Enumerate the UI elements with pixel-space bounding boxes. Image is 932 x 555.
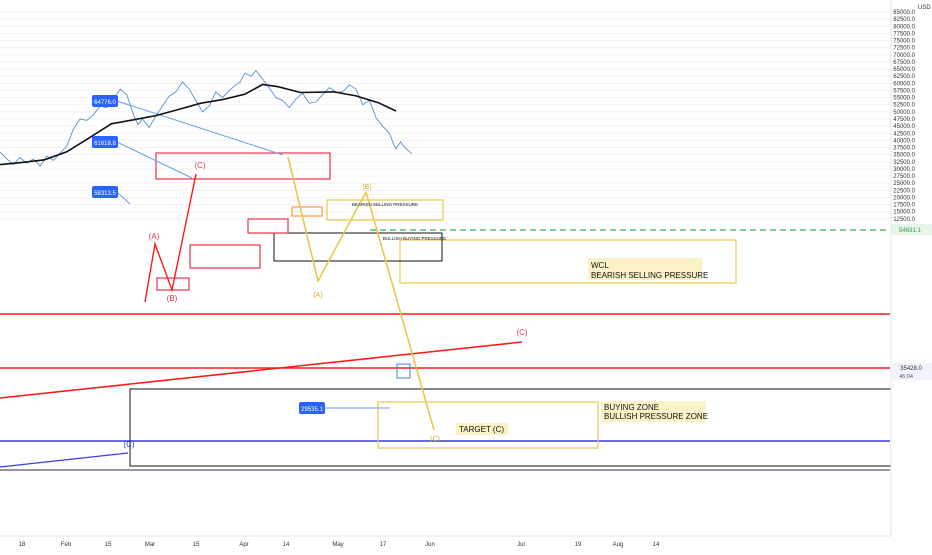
wave-label-c-blue: (C): [123, 440, 134, 449]
wave-label-c-red-top: (C): [194, 161, 205, 170]
price-label-29535: 29535.1: [301, 407, 323, 413]
x-tick-label: 15: [193, 542, 200, 548]
target-label: TARGET (C): [459, 425, 504, 434]
y-axis-unit: USD: [918, 5, 931, 11]
y-tick-label: 32500.0: [893, 160, 915, 166]
current-price-badge: 35428.0: [900, 366, 922, 372]
wave-label-b-red: (B): [167, 294, 178, 303]
y-tick-label: 40000.0: [893, 138, 915, 144]
y-tick-label: 20000.0: [893, 195, 915, 201]
y-tick-label: 60000.0: [893, 81, 915, 87]
y-tick-label: 37500.0: [893, 146, 915, 152]
bearish-small-label: BEARISH SELLING PRESSURE: [352, 202, 418, 207]
x-tick-label: Apr: [239, 542, 248, 548]
y-tick-label: 70000.0: [893, 53, 915, 59]
y-tick-label: 77500.0: [893, 31, 915, 37]
bullish-small-label: BULLISH BUYING PRESSURE: [383, 236, 446, 241]
y-tick-label: 15000.0: [893, 210, 915, 216]
wave-label-c-red-right: (C): [516, 328, 527, 337]
x-tick-label: Jun: [425, 542, 435, 548]
y-tick-label: 82500.0: [893, 17, 915, 23]
x-tick-label: 15: [105, 542, 112, 548]
wave-label-a-yellow: (A): [313, 292, 322, 299]
wave-label-a-red: (A): [149, 232, 160, 241]
y-tick-label: 55000.0: [893, 96, 915, 102]
price-label-61618: 61618.8: [94, 141, 116, 147]
y-tick-label: 42500.0: [893, 131, 915, 137]
y-tick-label: 30000.0: [893, 167, 915, 173]
x-tick-label: 14: [283, 542, 290, 548]
y-tick-label: 22500.0: [893, 188, 915, 194]
countdown-badge: 46:04: [899, 374, 913, 380]
y-tick-label: 72500.0: [893, 46, 915, 52]
y-tick-label: 67500.0: [893, 60, 915, 66]
y-tick-label: 25000.0: [893, 181, 915, 187]
x-tick-label: Mar: [145, 542, 155, 548]
y-tick-label: 75000.0: [893, 39, 915, 45]
wcl-price-badge: 54631.1: [899, 228, 921, 234]
y-tick-label: 57500.0: [893, 88, 915, 94]
price-label-64776: 64776.0: [94, 100, 116, 106]
price-label-58313: 58313.5: [94, 191, 116, 197]
wcl-title: WCL: [591, 261, 609, 270]
bullish-zone-label: BULLISH PRESSURE ZONE: [604, 412, 708, 421]
x-tick-label: 17: [380, 542, 387, 548]
y-tick-label: 47500.0: [893, 117, 915, 123]
x-tick-label: Jul: [517, 542, 525, 548]
x-tick-label: 19: [575, 542, 582, 548]
y-tick-label: 80000.0: [893, 24, 915, 30]
wave-label-b-yellow: (B): [362, 184, 371, 191]
x-tick-label: Aug: [613, 542, 624, 548]
y-tick-label: 62500.0: [893, 74, 915, 80]
buying-zone-label: BUYING ZONE: [604, 403, 659, 412]
y-tick-label: 17500.0: [893, 203, 915, 209]
y-tick-label: 12500.0: [893, 217, 915, 223]
y-tick-label: 45000.0: [893, 124, 915, 130]
x-tick-label: 18: [19, 542, 26, 548]
y-tick-label: 85000.0: [893, 10, 915, 16]
y-tick-label: 27500.0: [893, 174, 915, 180]
y-tick-label: 52500.0: [893, 103, 915, 109]
wave-label-c-yellow: (C): [430, 436, 440, 443]
x-tick-label: Feb: [61, 542, 72, 548]
x-tick-label: May: [332, 542, 343, 548]
wcl-subtitle: BEARISH SELLING PRESSURE: [591, 271, 708, 280]
x-tick-label: 14: [653, 542, 660, 548]
y-tick-label: 65000.0: [893, 67, 915, 73]
y-tick-label: 50000.0: [893, 110, 915, 116]
y-tick-label: 35000.0: [893, 153, 915, 159]
